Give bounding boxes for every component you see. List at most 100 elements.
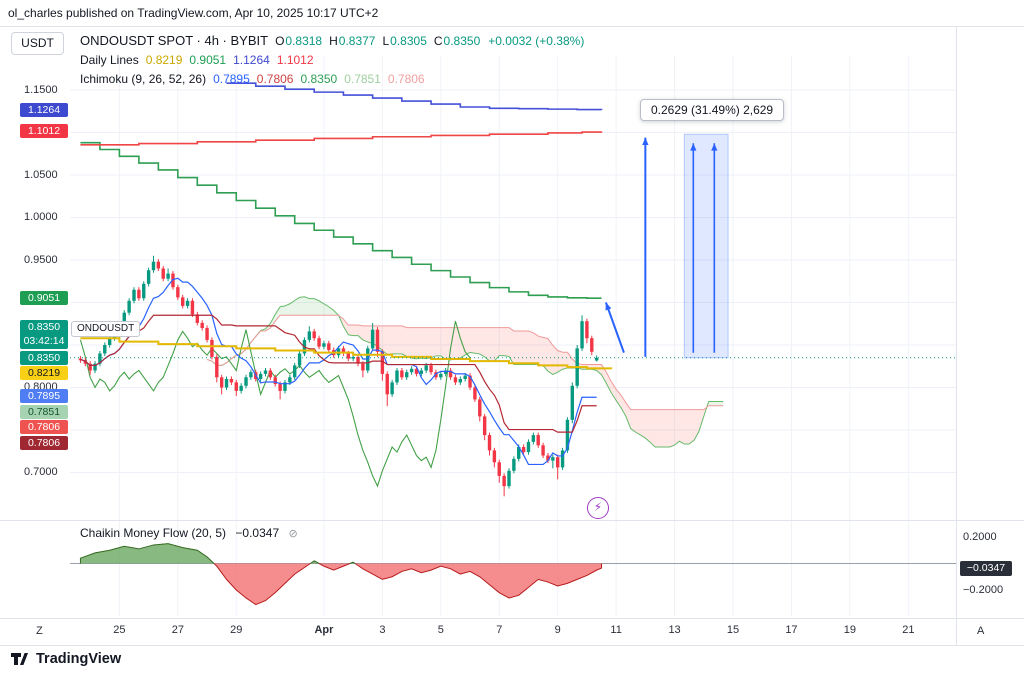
candles-el — [215, 356, 219, 378]
ichimoku-baselines-el — [80, 314, 597, 433]
ichimoku-cloud-el — [698, 409, 704, 432]
legend-value: 0.7806 — [256, 72, 294, 86]
cmf-scale-tick: −0.2000 — [963, 583, 1004, 596]
candles-el — [468, 375, 472, 388]
price-badge: 0.7851 — [20, 404, 68, 419]
candles-el — [146, 270, 151, 284]
time-axis-label: Apr — [314, 624, 334, 636]
candles-el — [351, 356, 355, 359]
ichimoku-cloud-el — [596, 364, 602, 375]
ohlc-value: O0.8318 — [275, 34, 323, 48]
ichimoku-cloud-el — [484, 327, 490, 361]
candles-el — [166, 273, 170, 279]
price-range-drawing-el[interactable] — [605, 302, 612, 311]
candles-el — [521, 447, 526, 453]
ichimoku-cloud-el — [319, 300, 324, 316]
candles-el — [570, 385, 574, 420]
price-tick: 1.0000 — [24, 211, 58, 223]
cmf-plot-el — [213, 563, 311, 606]
symbol-title[interactable]: ONDOUSDT SPOT · 4h · BYBIT — [80, 33, 269, 48]
cmf-plot-el — [310, 560, 320, 564]
candles-el — [322, 343, 326, 347]
candles-el — [448, 370, 453, 378]
candles-el — [482, 416, 487, 436]
ichimoku-cloud-el — [669, 409, 675, 447]
daily-lines — [70, 82, 956, 370]
candles-el — [137, 289, 141, 299]
ichimoku-cloud-el — [387, 325, 393, 355]
time-axis-label: 29 — [230, 624, 243, 636]
candles-el — [341, 348, 346, 354]
price-tick: 1.0500 — [24, 168, 58, 181]
ichimoku-cloud-el — [567, 352, 573, 368]
ichimoku-cloud-el — [499, 327, 505, 356]
candles-el — [487, 435, 492, 451]
price-range-drawing-el[interactable] — [683, 133, 729, 359]
time-axis-label: 27 — [171, 624, 184, 636]
daily-lines-legend-row: Daily Lines 0.8219 0.9051 1.1264 1.1012 — [80, 51, 584, 69]
time-axis-label: 5 — [437, 624, 444, 636]
candles-el — [458, 379, 462, 383]
price-range-drawing-el[interactable] — [604, 302, 625, 353]
daily-lines-label[interactable]: Daily Lines — [80, 53, 139, 67]
candles-el — [263, 370, 268, 374]
circle-slash-icon[interactable]: ⊘ — [288, 528, 298, 540]
ichimoku-cloud-el — [718, 401, 724, 406]
ichimoku-cloud-el — [431, 327, 436, 358]
price-range-label[interactable]: 0.2629 (31.49%) 2,629 — [640, 99, 785, 121]
time-axis-label: 11 — [610, 624, 622, 636]
tradingview-logo-icon — [11, 653, 28, 665]
price-tick: 1.1500 — [24, 83, 58, 96]
symbol-legend-row: ONDOUSDT SPOT · 4h · BYBIT O0.8318 H0.837… — [80, 32, 584, 50]
daily-lines-el — [80, 131, 603, 146]
candles-el — [127, 300, 131, 313]
candles-el — [512, 458, 516, 471]
ichimoku-cloud-el — [523, 330, 529, 365]
ichimoku-cloud-el — [294, 297, 300, 316]
ichimoku-cloud-el — [504, 327, 509, 357]
ichimoku-cloud-el — [440, 327, 446, 360]
time-axis-left-hint: Z — [36, 625, 43, 637]
candles-el — [580, 321, 584, 349]
candles-el — [327, 343, 331, 351]
ichimoku-cloud-el — [664, 409, 670, 447]
candles-el — [594, 357, 599, 361]
price-range-drawing-el[interactable] — [642, 137, 649, 145]
candles-el — [229, 379, 234, 383]
candles-el — [405, 372, 409, 378]
candles-el — [195, 314, 200, 323]
candles-el — [409, 368, 414, 373]
price-range-drawing[interactable] — [604, 133, 729, 359]
cmf-plot-el — [354, 563, 603, 599]
flash-icon[interactable]: ⚡ — [587, 497, 609, 519]
candles-el — [478, 399, 482, 417]
brand-name: TradingView — [36, 650, 122, 667]
candles-el — [497, 462, 501, 476]
footer-brand[interactable]: TradingView — [10, 649, 121, 668]
price-badge: 0.8219 — [20, 366, 68, 381]
price-range-drawing-el[interactable] — [690, 143, 697, 151]
ichimoku-cloud-el — [543, 337, 548, 372]
price-tick: 0.7000 — [24, 466, 58, 478]
ichimoku-cloud-el — [621, 395, 626, 417]
ichimoku-cloud-el — [455, 327, 461, 360]
candles-el — [278, 384, 282, 391]
currency-toggle-button[interactable]: USDT — [11, 32, 64, 55]
series-price-badge: 0.8350 03:42:14 — [20, 319, 68, 349]
ichimoku-cloud-el — [513, 330, 519, 365]
ichimoku-cloud — [207, 296, 724, 447]
ichimoku-cloud-el — [533, 332, 539, 365]
price-badge: 0.7806 — [20, 420, 68, 435]
price-range-drawing-el[interactable] — [711, 143, 718, 151]
cmf-plot — [70, 543, 956, 606]
time-axis-label: 15 — [726, 624, 740, 636]
bar-countdown: 03:42:14 — [23, 335, 65, 348]
ichimoku-cloud-el — [674, 409, 680, 446]
candles-el — [317, 338, 321, 347]
candles-el — [205, 328, 209, 340]
cmf-title[interactable]: Chaikin Money Flow (20, 5) — [80, 526, 227, 540]
ichimoku-label[interactable]: Ichimoku (9, 26, 52, 26) — [80, 72, 207, 86]
time-axis-label: 21 — [902, 624, 915, 636]
candles-el — [224, 379, 229, 388]
